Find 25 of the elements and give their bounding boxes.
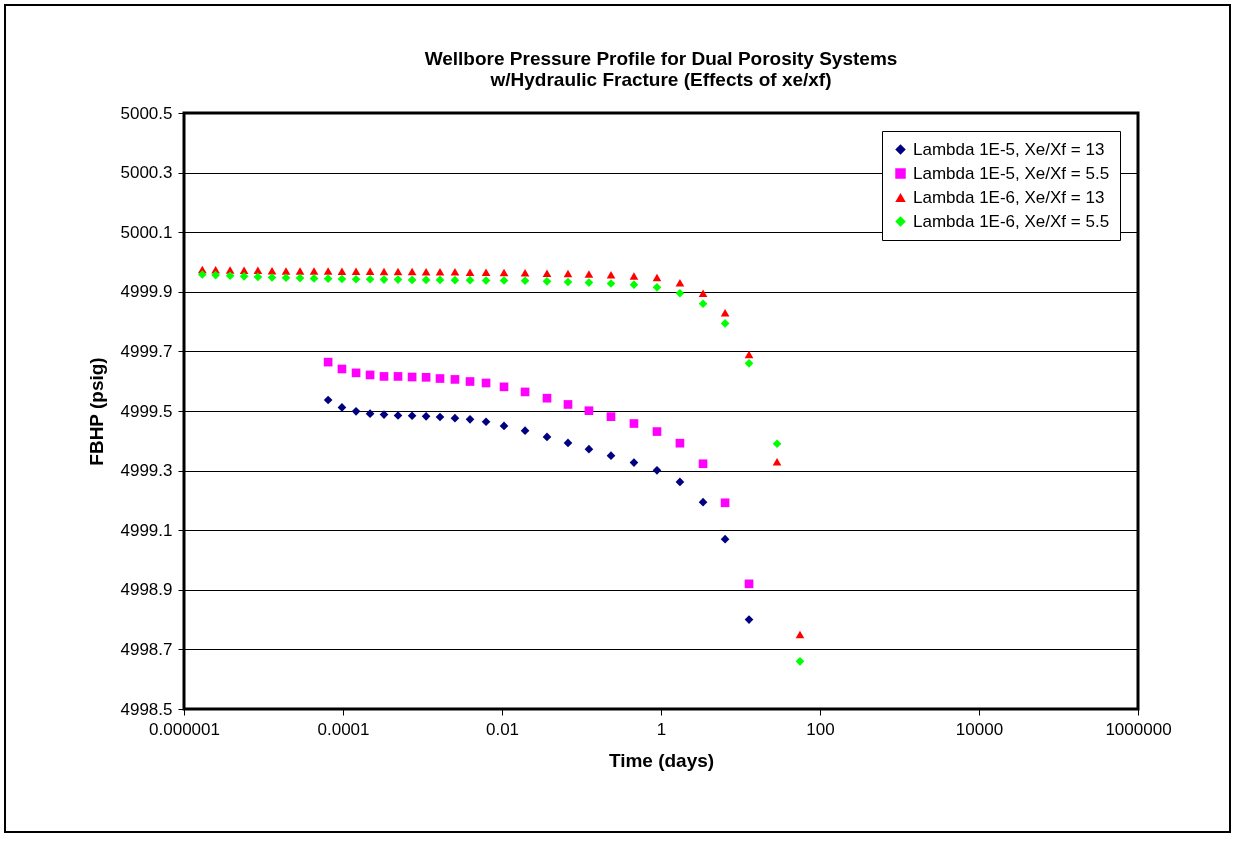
legend-label: Lambda 1E-6, Xe/Xf = 13 bbox=[913, 187, 1105, 207]
x-axis-title: Time (days) bbox=[608, 749, 715, 771]
y-tick-label: 4999.1 bbox=[120, 520, 173, 540]
legend-label: Lambda 1E-6, Xe/Xf = 5.5 bbox=[913, 211, 1110, 231]
legend-label: Lambda 1E-5, Xe/Xf = 5.5 bbox=[913, 163, 1110, 183]
y-tick-label: 5000.5 bbox=[120, 103, 173, 123]
x-tick-label: 100 bbox=[806, 719, 835, 739]
x-tick-label: 0.000001 bbox=[149, 719, 220, 739]
y-tick-label: 4999.9 bbox=[120, 282, 173, 302]
y-tick-label: 5000.1 bbox=[120, 222, 173, 242]
y-tick-label: 4999.5 bbox=[120, 401, 173, 421]
chart-title: Wellbore Pressure Profile for Dual Porosity Systems w/Hydraulic Fracture (Effects of xe/xf) bbox=[424, 48, 898, 90]
x-tick-label: 10000 bbox=[955, 719, 1004, 739]
y-tick-label: 4998.7 bbox=[120, 639, 173, 659]
x-tick-label: 1000000 bbox=[1105, 719, 1172, 739]
y-tick-label: 4998.5 bbox=[120, 699, 173, 719]
legend-label: Lambda 1E-5, Xe/Xf = 13 bbox=[913, 139, 1105, 159]
y-tick-label: 5000.3 bbox=[120, 163, 173, 183]
y-tick-label: 4998.9 bbox=[120, 580, 173, 600]
x-tick-label: 1 bbox=[656, 719, 667, 739]
x-tick-label: 0.0001 bbox=[317, 719, 370, 739]
x-tick-label: 0.01 bbox=[485, 719, 520, 739]
y-tick-label: 4999.7 bbox=[120, 341, 173, 361]
y-axis-title: FBHP (psig) bbox=[85, 357, 107, 466]
y-tick-label: 4999.3 bbox=[120, 461, 173, 481]
